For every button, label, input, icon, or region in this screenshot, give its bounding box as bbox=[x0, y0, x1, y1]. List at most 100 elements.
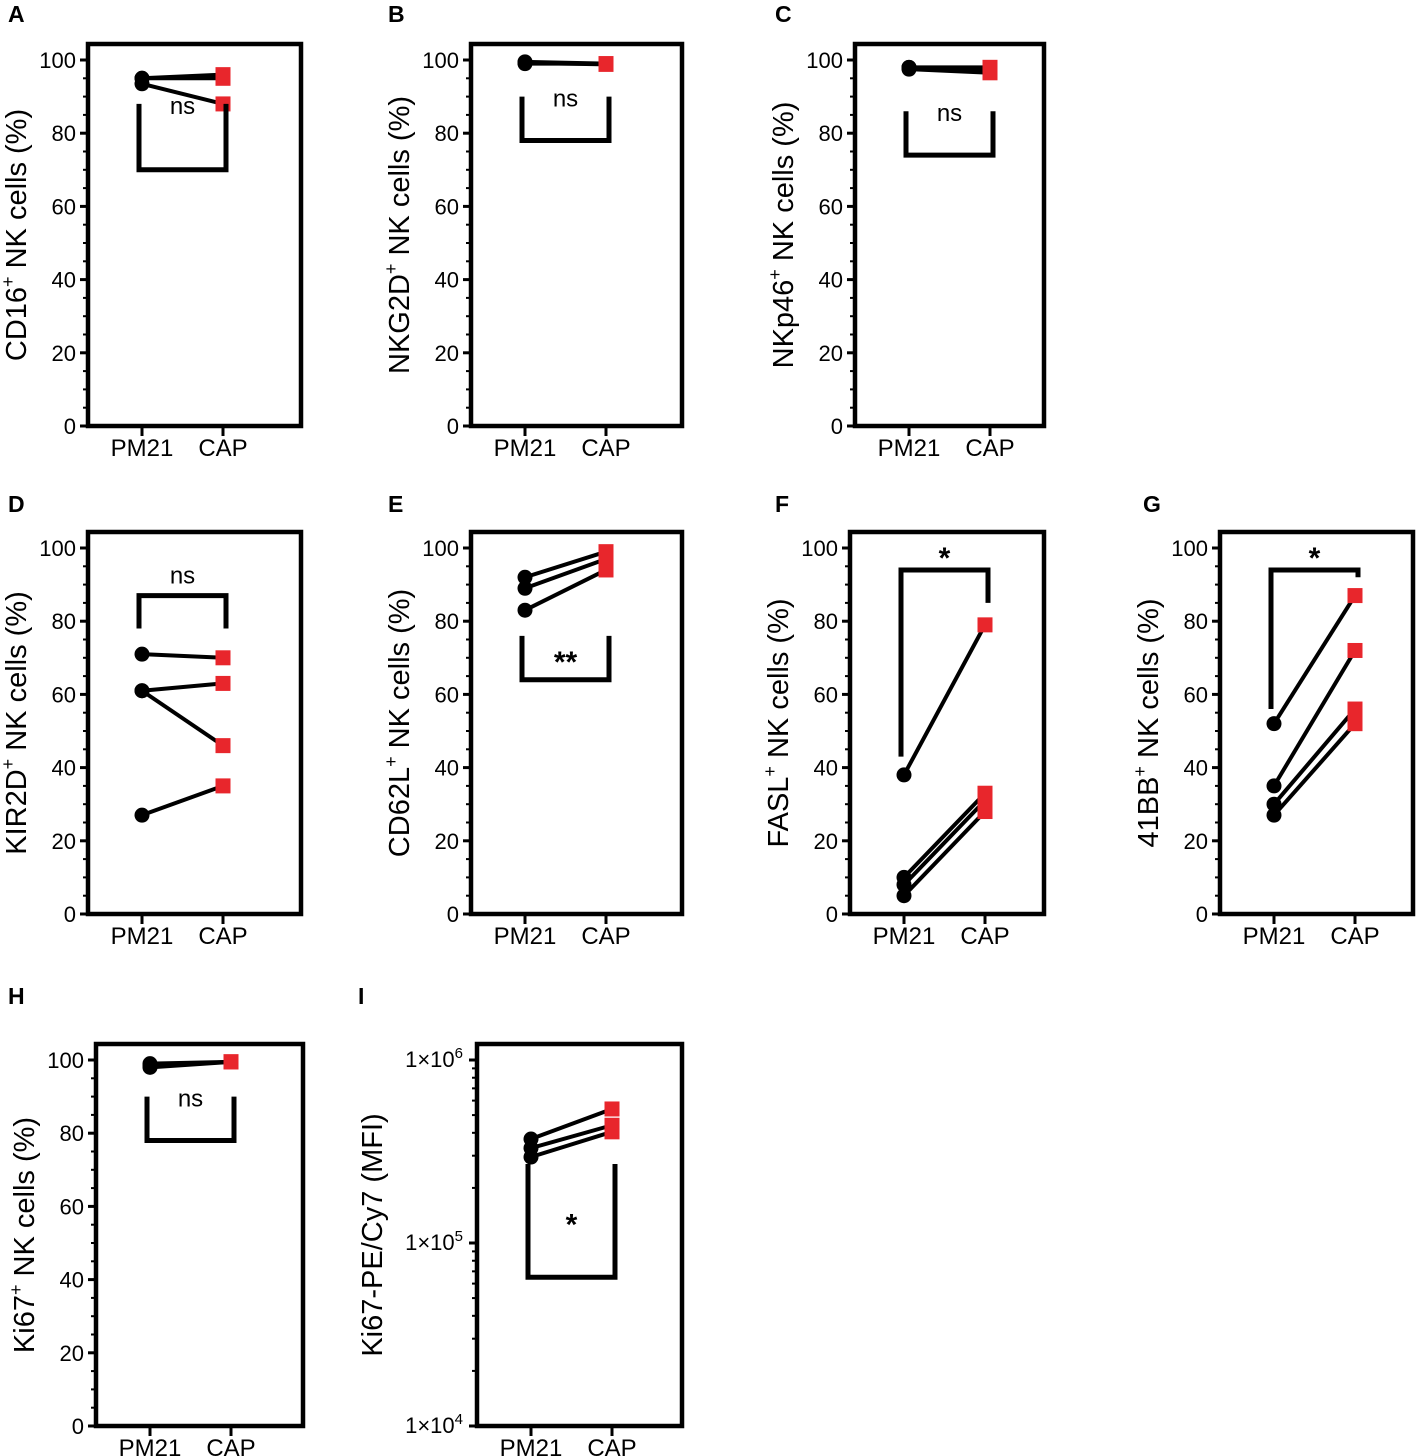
pair-line bbox=[141, 784, 224, 818]
x-category-label: CAP bbox=[960, 923, 1009, 950]
chart-panel-g: G 0 20 40 60 80 100 PM21 CAP 41BB+ NK cells (%) * bbox=[1130, 491, 1416, 950]
y-tick-label: 20 bbox=[435, 341, 459, 366]
chart-panel-f: F 0 20 40 60 80 100 PM21 CAP FASL+ NK cells (%) * bbox=[760, 491, 1047, 950]
pm21-point bbox=[1266, 796, 1282, 812]
pm21-point bbox=[896, 877, 912, 893]
pair-line bbox=[149, 1059, 232, 1070]
panel-letter: B bbox=[388, 1, 405, 27]
y-tick-label: 60 bbox=[1184, 682, 1208, 707]
cap-point bbox=[982, 65, 998, 81]
panel-letter: D bbox=[8, 491, 25, 517]
chart-panel-a: A 0 20 40 60 80 100 PM21 CAP CD16+ NK cells (%) ns bbox=[0, 1, 304, 462]
y-tick-label: 1×106 bbox=[405, 1045, 463, 1072]
y-tick-label: 80 bbox=[814, 609, 838, 634]
pair-line bbox=[1272, 649, 1357, 787]
panel-letter: I bbox=[358, 983, 364, 1009]
significance-bracket bbox=[136, 593, 229, 629]
pair-line bbox=[141, 681, 224, 693]
y-tick-label: 1×104 bbox=[405, 1411, 463, 1438]
pm21-point bbox=[901, 61, 917, 77]
significance-bracket bbox=[136, 103, 229, 173]
y-tick-label: 100 bbox=[1171, 536, 1208, 561]
cap-point bbox=[1347, 588, 1363, 604]
y-tick-label: 40 bbox=[435, 756, 459, 781]
significance-label: * bbox=[939, 542, 951, 575]
y-axis-title: NKp46+ NK cells (%) bbox=[765, 102, 800, 369]
chart-panel-h: H 0 20 40 60 80 100 PM21 CAP Ki67+ NK cells (%) ns bbox=[6, 983, 306, 1456]
y-tick-label: 100 bbox=[39, 536, 76, 561]
plot-frame bbox=[474, 1041, 685, 1429]
pair-line bbox=[908, 67, 991, 75]
pair-line bbox=[524, 549, 607, 580]
significance-label: ns bbox=[553, 86, 578, 113]
significance-bracket bbox=[519, 96, 612, 144]
y-tick-label: 60 bbox=[60, 1194, 84, 1219]
x-category-label: CAP bbox=[581, 923, 630, 950]
cap-point bbox=[215, 738, 231, 754]
significance-bracket bbox=[1268, 567, 1361, 710]
significance-bracket bbox=[525, 1164, 618, 1280]
pm21-point bbox=[517, 569, 533, 585]
x-category-label: PM21 bbox=[111, 435, 174, 462]
pm21-point bbox=[1266, 778, 1282, 794]
pair-line bbox=[1272, 707, 1357, 806]
pm21-point bbox=[896, 888, 912, 904]
pair-line bbox=[530, 1107, 613, 1141]
pm21-point bbox=[134, 646, 150, 662]
y-tick-label: 100 bbox=[422, 536, 459, 561]
pm21-point bbox=[517, 55, 533, 71]
y-tick-label: 60 bbox=[52, 682, 76, 707]
significance-bracket bbox=[898, 567, 991, 757]
cap-point bbox=[598, 56, 614, 72]
x-category-label: PM21 bbox=[878, 435, 941, 462]
significance-label: ** bbox=[554, 646, 578, 679]
x-category-label: CAP bbox=[965, 435, 1014, 462]
y-tick-label: 0 bbox=[64, 902, 76, 927]
y-tick-label: 20 bbox=[435, 829, 459, 854]
y-tick-label: 40 bbox=[814, 756, 838, 781]
plot-frame bbox=[1217, 529, 1416, 917]
y-tick-label: 0 bbox=[1196, 902, 1208, 927]
y-tick-label: 60 bbox=[52, 194, 76, 219]
panel-letter: H bbox=[8, 983, 25, 1009]
y-tick-label: 80 bbox=[52, 609, 76, 634]
y-tick-label: 20 bbox=[60, 1341, 84, 1366]
pm21-point bbox=[517, 602, 533, 618]
pm21-point bbox=[517, 580, 533, 596]
pair-line bbox=[1272, 722, 1357, 817]
pm21-point bbox=[142, 1059, 158, 1075]
chart-panel-i: I 1×104 1×105 1×106 PM21 CAP Ki67-PE/Cy7 (MFI)… bbox=[357, 983, 685, 1456]
pair-line bbox=[141, 81, 224, 106]
y-tick-label: 100 bbox=[422, 48, 459, 73]
pm21-point bbox=[134, 76, 150, 92]
y-axis-title: CD16+ NK cells (%) bbox=[0, 109, 33, 361]
significance-bracket bbox=[903, 111, 996, 158]
y-tick-label: 20 bbox=[814, 829, 838, 854]
cap-point bbox=[1347, 701, 1363, 717]
y-axis-title: Ki67+ NK cells (%) bbox=[6, 1117, 41, 1353]
panel-letter: G bbox=[1143, 491, 1161, 517]
panel-letter: E bbox=[388, 491, 403, 517]
panel-letter: A bbox=[8, 1, 25, 27]
y-tick-label: 80 bbox=[435, 609, 459, 634]
y-tick-label: 80 bbox=[52, 121, 76, 146]
pm21-point bbox=[1266, 807, 1282, 823]
y-tick-label: 60 bbox=[435, 682, 459, 707]
y-tick-label: 0 bbox=[826, 902, 838, 927]
y-tick-label: 40 bbox=[52, 756, 76, 781]
chart-panel-d: D 0 20 40 60 80 100 PM21 CAP KIR2D+ NK cells (%) n… bbox=[0, 491, 304, 950]
cap-point bbox=[604, 1124, 620, 1140]
x-category-label: CAP bbox=[198, 923, 247, 950]
cap-point bbox=[977, 804, 993, 820]
y-axis-title: 41BB+ NK cells (%) bbox=[1130, 598, 1165, 847]
cap-point bbox=[604, 1101, 620, 1117]
y-tick-label: 100 bbox=[47, 1048, 84, 1073]
plot-frame bbox=[85, 41, 304, 429]
pair-line bbox=[530, 1123, 613, 1151]
y-tick-label: 20 bbox=[819, 341, 843, 366]
cap-point bbox=[1347, 716, 1363, 732]
significance-label: ns bbox=[170, 93, 195, 120]
x-category-label: CAP bbox=[587, 1435, 636, 1456]
panel-letter: C bbox=[775, 1, 792, 27]
